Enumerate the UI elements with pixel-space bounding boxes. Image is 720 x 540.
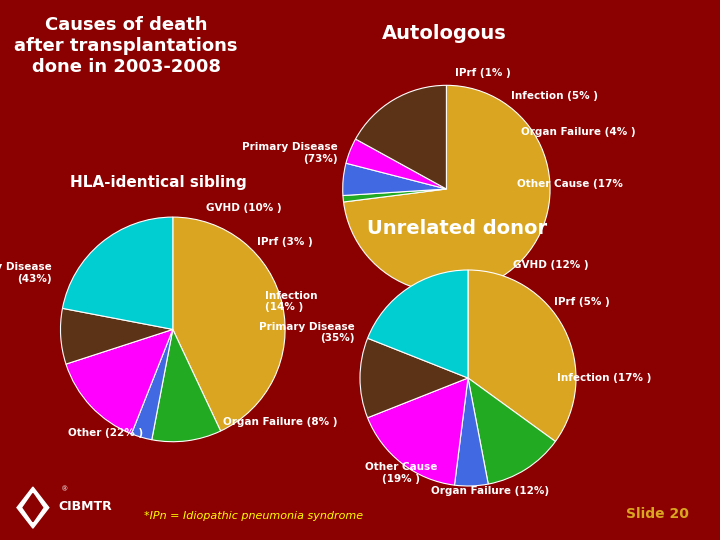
Wedge shape (360, 338, 468, 418)
Wedge shape (66, 329, 173, 434)
Text: Infection (17% ): Infection (17% ) (557, 373, 651, 383)
Wedge shape (132, 329, 173, 440)
Text: *IPn = Idiopathic pneumonia syndrome: *IPn = Idiopathic pneumonia syndrome (144, 511, 363, 521)
Text: Unrelated donor: Unrelated donor (367, 219, 547, 238)
Text: HLA-identical sibling: HLA-identical sibling (70, 176, 247, 191)
Text: GVHD (10% ): GVHD (10% ) (207, 203, 282, 213)
Polygon shape (17, 487, 49, 528)
Wedge shape (343, 85, 550, 293)
Wedge shape (356, 85, 446, 189)
Text: ®: ® (58, 485, 68, 492)
Text: Other (22% ): Other (22% ) (68, 428, 143, 438)
Wedge shape (468, 378, 555, 484)
Text: IPrf (1% ): IPrf (1% ) (455, 68, 510, 78)
Text: Primary Disease
(43%): Primary Disease (43%) (0, 262, 52, 284)
Wedge shape (63, 217, 173, 329)
Text: Other Cause
(19% ): Other Cause (19% ) (365, 462, 437, 484)
Wedge shape (468, 270, 576, 442)
Text: Infection (5% ): Infection (5% ) (510, 91, 598, 100)
Text: Autologous: Autologous (382, 24, 507, 43)
Text: IPrf (3% ): IPrf (3% ) (257, 237, 312, 247)
Text: Causes of death
after transplantations
done in 2003-2008: Causes of death after transplantations d… (14, 16, 238, 76)
Text: Organ Failure (12%): Organ Failure (12%) (431, 487, 549, 496)
Text: Primary Disease
(73%): Primary Disease (73%) (242, 142, 338, 164)
Wedge shape (368, 378, 468, 485)
Wedge shape (152, 329, 220, 442)
Wedge shape (343, 163, 446, 195)
Text: Organ Failure (8% ): Organ Failure (8% ) (223, 416, 338, 427)
Wedge shape (346, 139, 446, 189)
Text: Primary Disease
(35%): Primary Disease (35%) (259, 322, 355, 343)
Text: Infection
(14% ): Infection (14% ) (265, 291, 318, 312)
Wedge shape (60, 308, 173, 364)
Wedge shape (173, 217, 285, 431)
Polygon shape (23, 494, 42, 522)
Wedge shape (343, 189, 446, 202)
Text: Slide 20: Slide 20 (626, 507, 689, 521)
Text: Other Cause (17%: Other Cause (17% (517, 179, 623, 189)
Text: Organ Failure (4% ): Organ Failure (4% ) (521, 127, 636, 137)
Text: CIBMTR: CIBMTR (58, 500, 112, 513)
Wedge shape (454, 378, 488, 486)
Wedge shape (368, 270, 468, 378)
Text: IPrf (5% ): IPrf (5% ) (554, 298, 610, 307)
Text: GVHD (12% ): GVHD (12% ) (513, 260, 589, 269)
